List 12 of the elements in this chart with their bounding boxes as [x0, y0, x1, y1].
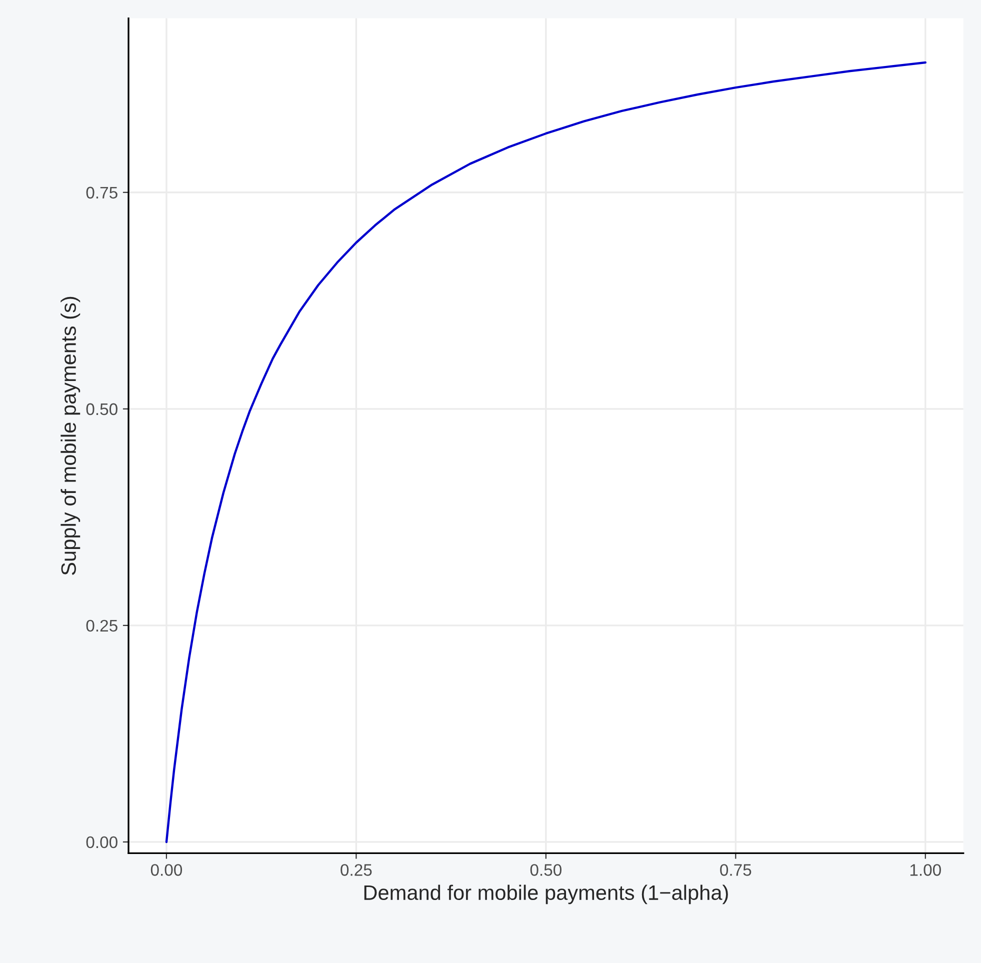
y-tick-label: 0.50: [86, 403, 118, 416]
y-tick-label: 0.25: [86, 620, 118, 632]
y-tick-label: 0.00: [86, 836, 118, 848]
x-tick-label: 0.25: [340, 864, 372, 876]
x-tick-label: 1.00: [910, 864, 941, 876]
x-axis-title: Demand for mobile payments (1−alpha): [364, 884, 728, 904]
y-tick-label: 0.75: [86, 186, 118, 199]
x-tick-label: 0.50: [530, 864, 562, 876]
x-tick-label: 0.00: [150, 864, 182, 876]
y-axis-title: Supply of mobile payments (s): [60, 296, 80, 575]
line-series: [165, 61, 927, 844]
x-tick-label: 0.75: [720, 864, 752, 876]
